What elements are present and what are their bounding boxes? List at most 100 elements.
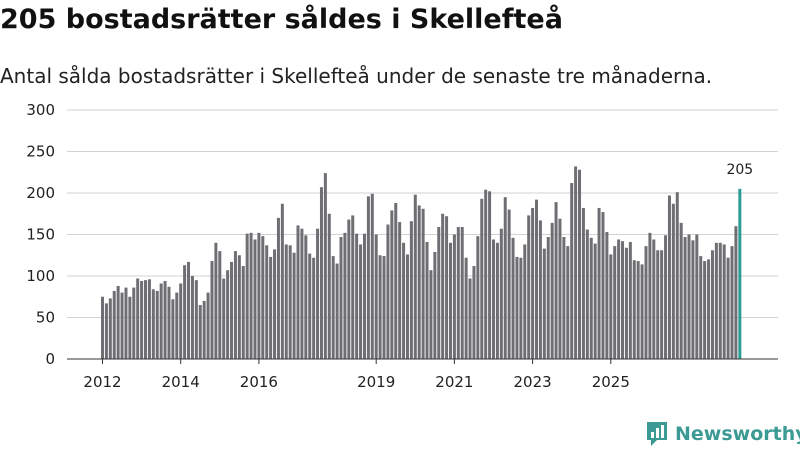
bar: [511, 237, 515, 359]
bar: [124, 287, 128, 359]
bar: [691, 240, 695, 359]
bar: [675, 192, 679, 359]
bar: [535, 199, 539, 359]
bar: [343, 232, 347, 359]
bar: [230, 261, 234, 359]
bar: [484, 189, 488, 359]
bar: [226, 270, 230, 359]
bar: [378, 255, 382, 359]
x-tick-label: 2016: [240, 373, 278, 391]
bar: [621, 241, 625, 359]
bar: [628, 241, 632, 359]
bar: [460, 227, 464, 359]
bar: [433, 251, 437, 359]
bar: [304, 235, 308, 359]
bar: [214, 242, 218, 359]
bar: [132, 287, 136, 359]
bar: [280, 203, 284, 359]
bar: [714, 242, 718, 359]
bar: [276, 217, 280, 359]
bar: [652, 239, 656, 359]
bar: [362, 233, 366, 359]
bar: [233, 251, 237, 359]
bar: [554, 202, 558, 359]
bar: [112, 290, 116, 359]
bar: [394, 202, 398, 359]
bar: [405, 254, 409, 359]
bar: [425, 241, 429, 359]
bar: [187, 261, 191, 359]
bar: [175, 292, 179, 359]
bar: [237, 255, 241, 359]
bar: [597, 207, 601, 359]
bar: [683, 236, 687, 359]
bar: [257, 232, 261, 359]
bar: [316, 228, 320, 359]
bar: [429, 270, 433, 359]
bar: [472, 266, 476, 359]
bar: [144, 280, 148, 359]
bar: [445, 216, 449, 359]
bar: [476, 236, 480, 359]
bar: [296, 225, 300, 359]
bar: [374, 234, 378, 359]
x-tick-label: 2025: [592, 373, 630, 391]
bar: [382, 256, 386, 359]
bar: [128, 296, 132, 359]
bar: [245, 233, 249, 359]
bar: [660, 250, 664, 359]
chart-subtitle: Antal sålda bostadsrätter i Skellefteå u…: [0, 64, 713, 88]
y-tick-label: 150: [26, 226, 55, 244]
bar: [656, 250, 660, 359]
bar: [222, 278, 226, 359]
bar: [546, 236, 550, 359]
bar: [171, 299, 175, 359]
bar: [722, 244, 726, 359]
bar: [558, 218, 562, 359]
bar: [456, 227, 460, 359]
bar: [402, 242, 406, 359]
y-tick-label: 300: [26, 101, 55, 119]
bar: [273, 249, 277, 359]
bar: [398, 222, 402, 359]
bar: [699, 256, 703, 359]
brand-logo: Newsworthy: [645, 420, 800, 448]
bar: [710, 250, 714, 359]
bar: [319, 187, 323, 359]
bar: [312, 257, 316, 359]
bar: [667, 195, 671, 359]
bar: [523, 244, 527, 359]
bar: [386, 224, 390, 359]
bar: [120, 292, 124, 359]
bar: [730, 246, 734, 359]
bar: [562, 236, 566, 359]
bar: [570, 183, 574, 359]
bar: [468, 278, 472, 359]
bar: [140, 280, 144, 359]
bar: [664, 235, 668, 359]
bar: [421, 208, 425, 359]
x-tick-label: 2014: [162, 373, 200, 391]
bar: [632, 260, 636, 359]
bar: [644, 246, 648, 359]
x-tick-label: 2023: [514, 373, 552, 391]
bar: [190, 276, 194, 359]
bar: [519, 257, 523, 359]
bar: [198, 305, 202, 359]
bar: [695, 234, 699, 359]
bar: [585, 229, 589, 359]
bar: [163, 280, 167, 359]
bar: [609, 254, 613, 359]
bar: [718, 242, 722, 359]
bar: [515, 256, 519, 359]
bar: [355, 233, 359, 359]
bar: [269, 256, 273, 359]
y-tick-label: 200: [26, 184, 55, 202]
bar: [206, 292, 210, 359]
y-tick-label: 0: [45, 350, 55, 368]
bar: [284, 244, 288, 359]
bar: [574, 166, 578, 359]
bar: [335, 263, 339, 359]
x-tick-label: 2021: [435, 373, 473, 391]
bar: [179, 283, 183, 359]
